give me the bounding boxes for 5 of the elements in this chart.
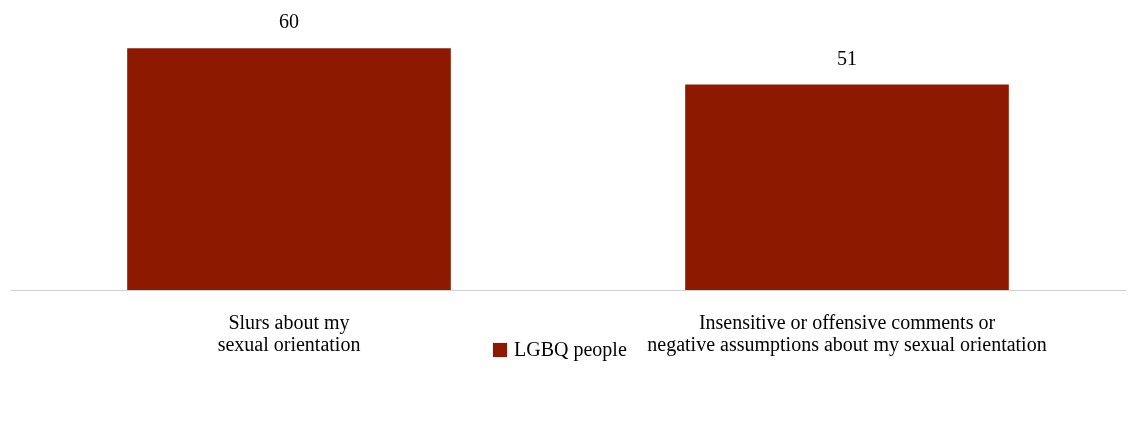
data-label: 60 [279,10,299,33]
legend-label: LGBQ people [514,338,627,361]
x-tick-label: Slurs about my sexual orientation [217,310,361,355]
x-tick-label: Insensitive or offensive comments or negative assumptions about my sexual orientation [647,310,1047,356]
data-label: 51 [837,46,857,69]
